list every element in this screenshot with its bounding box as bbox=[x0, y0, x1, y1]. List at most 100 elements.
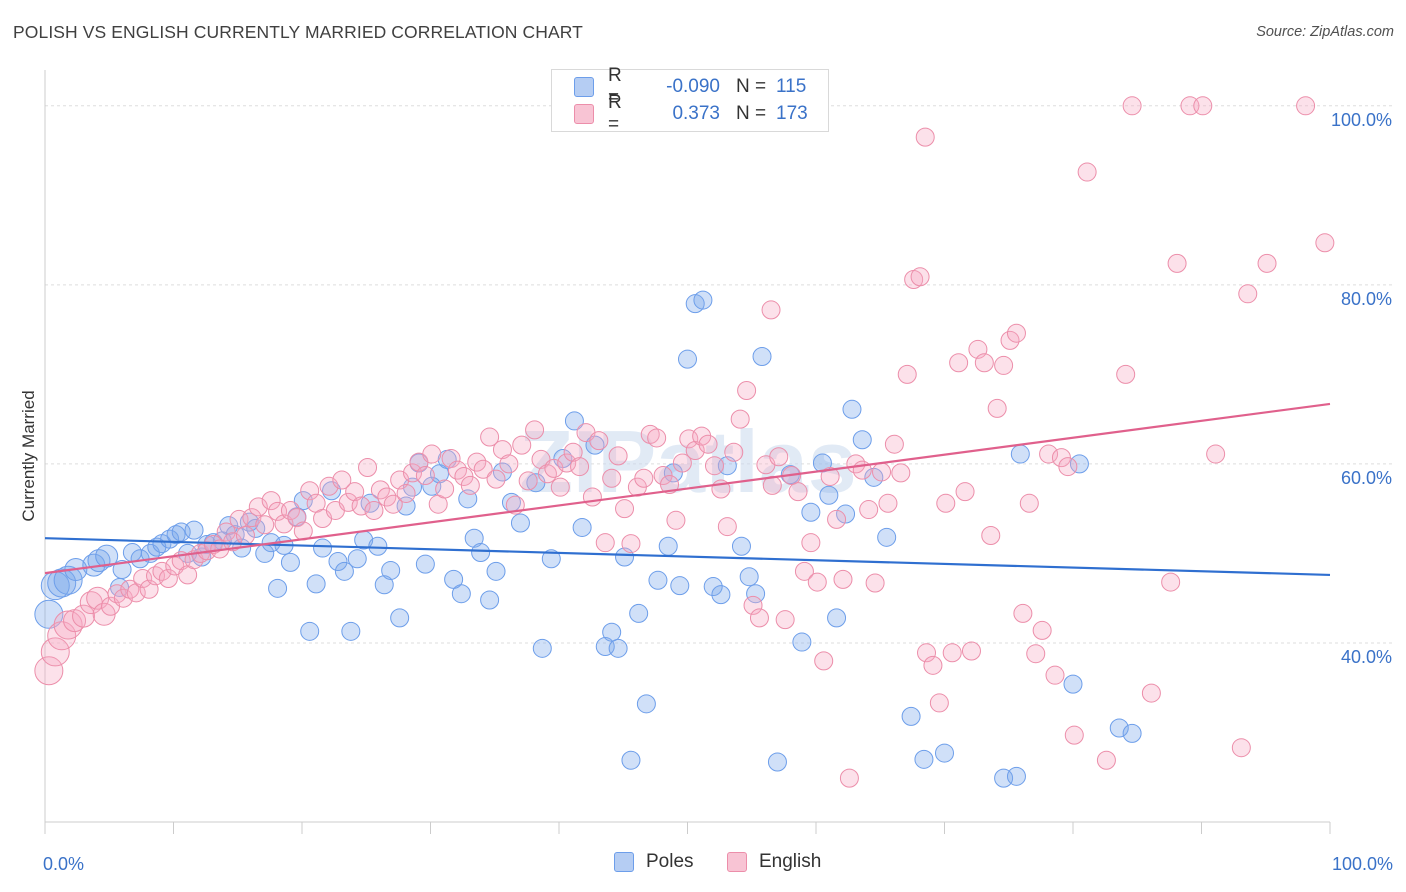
poles-point bbox=[1006, 766, 1026, 786]
english-point bbox=[473, 459, 493, 479]
english-point bbox=[332, 470, 352, 490]
series-legend: Poles English bbox=[0, 851, 1406, 877]
r-label: R = bbox=[608, 92, 622, 135]
english-point bbox=[1019, 493, 1039, 513]
english-point bbox=[698, 434, 718, 454]
poles-point bbox=[464, 528, 484, 548]
english-point bbox=[345, 482, 365, 502]
english-point bbox=[730, 409, 750, 429]
english-point bbox=[235, 526, 255, 546]
poles-point bbox=[836, 504, 856, 524]
english-point bbox=[672, 453, 692, 473]
english-point bbox=[492, 440, 512, 460]
poles-point bbox=[564, 411, 584, 431]
poles-point bbox=[390, 608, 410, 628]
english-point bbox=[949, 353, 969, 373]
poles-point bbox=[1063, 674, 1083, 694]
source-label: Source: ZipAtlas.com bbox=[1256, 24, 1394, 40]
poles-point bbox=[334, 561, 354, 581]
english-point bbox=[441, 449, 461, 469]
english-point bbox=[499, 454, 519, 474]
english-point bbox=[582, 487, 602, 507]
english-point bbox=[915, 127, 935, 147]
english-point bbox=[563, 442, 583, 462]
english-point bbox=[621, 534, 641, 554]
english-point bbox=[788, 482, 808, 502]
poles-point bbox=[268, 578, 288, 598]
poles-point bbox=[166, 525, 186, 545]
n-label: N = bbox=[736, 76, 767, 97]
english-point bbox=[917, 643, 937, 663]
english-point bbox=[1141, 683, 1161, 703]
poles-point bbox=[827, 608, 847, 628]
poles-point bbox=[486, 561, 506, 581]
english-point bbox=[460, 475, 480, 495]
english-point bbox=[1026, 644, 1046, 664]
english-point bbox=[839, 768, 859, 788]
poles-point bbox=[852, 430, 872, 450]
x-tick-label: 100.0% bbox=[1332, 854, 1393, 874]
label-layer: 40.0% 60.0% 80.0% 100.0% 0.0% 100.0% Currently… bbox=[19, 110, 1393, 874]
english-point bbox=[261, 491, 281, 511]
poles-swatch-icon bbox=[614, 852, 634, 872]
english-point bbox=[1064, 725, 1084, 745]
english-point bbox=[1116, 364, 1136, 384]
english-point bbox=[158, 568, 178, 588]
english-point bbox=[415, 466, 435, 486]
r-value: 0.373 bbox=[672, 103, 720, 124]
n-label: N = bbox=[736, 103, 767, 124]
poles-swatch-icon bbox=[574, 77, 594, 97]
english-point bbox=[1032, 620, 1052, 640]
english-point bbox=[820, 466, 840, 486]
poles-point bbox=[767, 752, 787, 772]
english-point bbox=[743, 595, 763, 615]
english-point bbox=[961, 641, 981, 661]
english-point bbox=[544, 458, 564, 478]
english-point bbox=[833, 569, 853, 589]
english-point bbox=[351, 496, 371, 516]
correlation-legend: R = -0.090 N = 115 R = 0.373 N = 173 bbox=[551, 65, 829, 135]
trend-layer bbox=[44, 402, 1331, 577]
english-point bbox=[1231, 738, 1251, 758]
english-point bbox=[1045, 665, 1065, 685]
english-point bbox=[338, 492, 358, 512]
english-point bbox=[749, 608, 769, 628]
english-point bbox=[994, 355, 1014, 375]
english-point bbox=[1077, 162, 1097, 182]
legend-label-english: English bbox=[759, 851, 822, 872]
english-point bbox=[608, 446, 628, 466]
poles-point bbox=[480, 590, 500, 610]
english-point bbox=[640, 424, 660, 444]
english-point bbox=[1315, 233, 1335, 253]
english-point bbox=[550, 477, 570, 497]
english-point bbox=[570, 457, 590, 477]
english-point bbox=[1167, 253, 1187, 273]
english-point bbox=[859, 500, 879, 520]
english-point bbox=[1006, 323, 1026, 343]
legend-row-poles: R = -0.090 N = 115 bbox=[574, 65, 806, 108]
poles-point bbox=[341, 621, 361, 641]
poles-point bbox=[1109, 718, 1129, 738]
legend-item-poles[interactable]: Poles bbox=[614, 851, 694, 873]
english-point bbox=[794, 561, 814, 581]
english-point bbox=[814, 651, 834, 671]
english-point bbox=[595, 533, 615, 553]
english-point bbox=[486, 469, 506, 489]
poles-point bbox=[368, 536, 388, 556]
english-point bbox=[717, 517, 737, 537]
poles-point bbox=[629, 603, 649, 623]
y-tick-label: 80.0% bbox=[1341, 289, 1392, 309]
poles-point bbox=[541, 549, 561, 569]
poles-point bbox=[752, 346, 772, 366]
poles-point bbox=[381, 560, 401, 580]
english-point bbox=[775, 610, 795, 630]
english-point bbox=[660, 474, 680, 494]
poles-point bbox=[1010, 444, 1030, 464]
poles-point bbox=[112, 560, 132, 580]
english-point bbox=[1257, 253, 1277, 273]
legend-item-english[interactable]: English bbox=[727, 851, 821, 873]
poles-point bbox=[703, 577, 723, 597]
y-tick-label: 100.0% bbox=[1331, 110, 1392, 130]
n-value: 173 bbox=[776, 103, 808, 124]
